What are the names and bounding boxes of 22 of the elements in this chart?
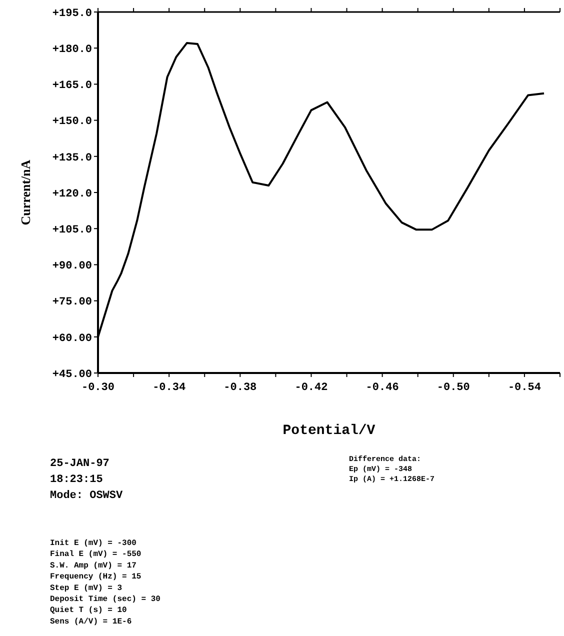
x-tick-label: -0.42 — [294, 382, 328, 394]
x-tick-label: -0.46 — [366, 382, 399, 394]
x-tick-label: -0.38 — [224, 382, 258, 394]
y-tick-label: +120.0 — [52, 188, 92, 200]
x-tick-label: -0.54 — [508, 382, 542, 394]
x-tick-label: -0.50 — [436, 382, 470, 394]
y-tick-label: +60.00 — [52, 332, 92, 345]
x-tick-label: -0.34 — [152, 382, 186, 394]
y-tick-label: +75.00 — [52, 296, 92, 309]
y-tick-label: +180.0 — [52, 44, 92, 56]
x-axis-title: Potential/V — [282, 423, 376, 439]
y-tick-label: +165.0 — [52, 80, 92, 92]
y-axis-title: Current/nA — [18, 159, 33, 226]
x-tick-label: -0.30 — [81, 382, 115, 394]
y-tick-label: +45.00 — [52, 368, 92, 381]
y-tick-label: +90.00 — [52, 260, 92, 273]
y-tick-label: +135.0 — [52, 152, 92, 164]
y-tick-label: +105.0 — [52, 224, 92, 236]
text: Init E (mV) = -300 Final E (mV) = -550 S.W. Amp (mV) = 17 Frequency (Hz) = 15 Step E (mV) = 3 Deposit Time (sec) = 30 Quiet T (s) = 10 Sens (A/V) = 1E-6 — [50, 539, 161, 626]
y-tick-label: +195.0 — [52, 8, 92, 20]
y-tick-label: +150.0 — [52, 116, 92, 128]
text: 25-JAN-97 18:23:15 Mode: OSWSV — [50, 458, 124, 502]
